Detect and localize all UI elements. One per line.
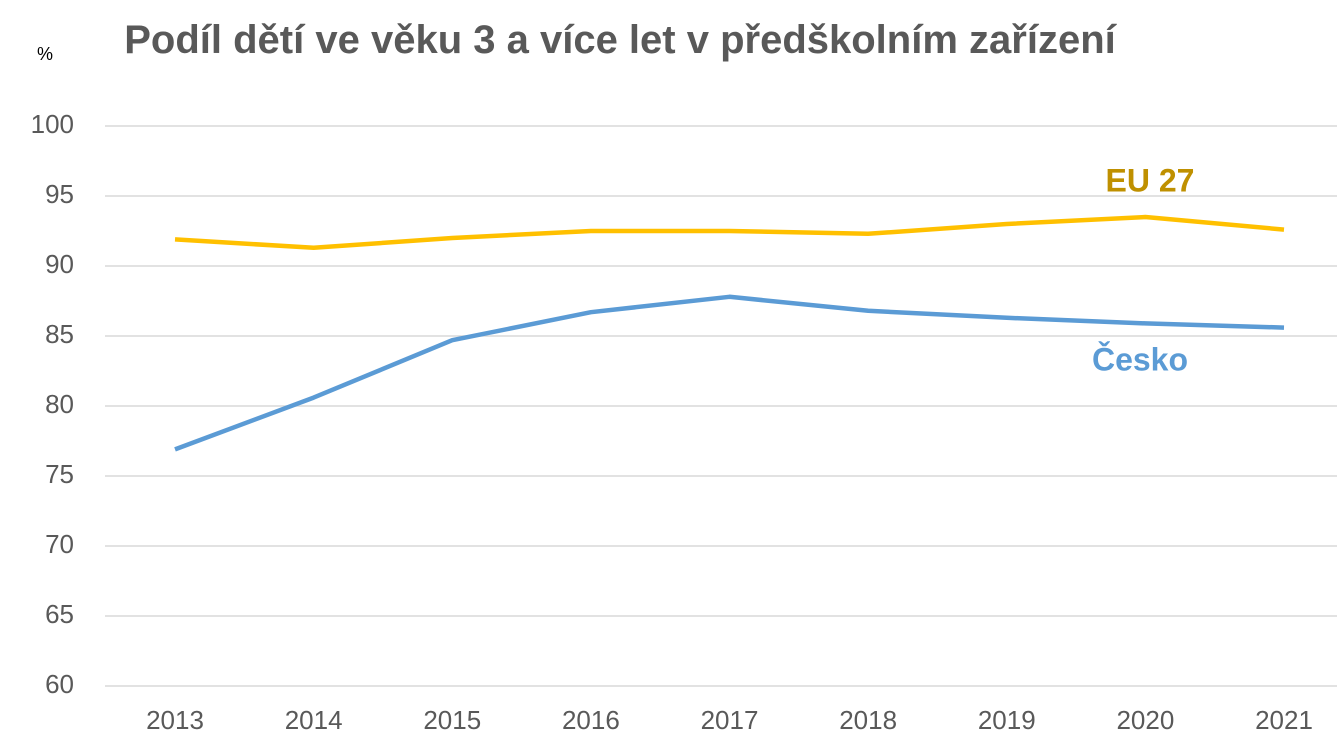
x-tick-label: 2018 [839, 705, 897, 735]
x-tick-label: 2013 [146, 705, 204, 735]
y-tick-label: 60 [45, 669, 74, 699]
x-tick-label: 2017 [701, 705, 759, 735]
x-tick-label: 2019 [978, 705, 1036, 735]
x-tick-label: 2016 [562, 705, 620, 735]
series-line [174, 214, 1285, 251]
y-axis-label: % [37, 44, 53, 64]
y-tick-label: 85 [45, 319, 74, 349]
y-tick-label: 90 [45, 249, 74, 279]
y-tick-label: 65 [45, 599, 74, 629]
y-tick-label: 70 [45, 529, 74, 559]
y-tick-label: 75 [45, 459, 74, 489]
series-label: Česko [1092, 341, 1188, 377]
x-tick-label: 2020 [1116, 705, 1174, 735]
y-tick-label: 80 [45, 389, 74, 419]
series-label: EU 27 [1106, 162, 1195, 198]
y-tick-label: 95 [45, 179, 74, 209]
x-tick-label: 2014 [285, 705, 343, 735]
series-line [174, 294, 1285, 452]
x-tick-label: 2021 [1255, 705, 1313, 735]
y-tick-label: 100 [31, 109, 74, 139]
chart-title: Podíl dětí ve věku 3 a více let v předšk… [124, 18, 1116, 62]
x-tick-label: 2015 [423, 705, 481, 735]
